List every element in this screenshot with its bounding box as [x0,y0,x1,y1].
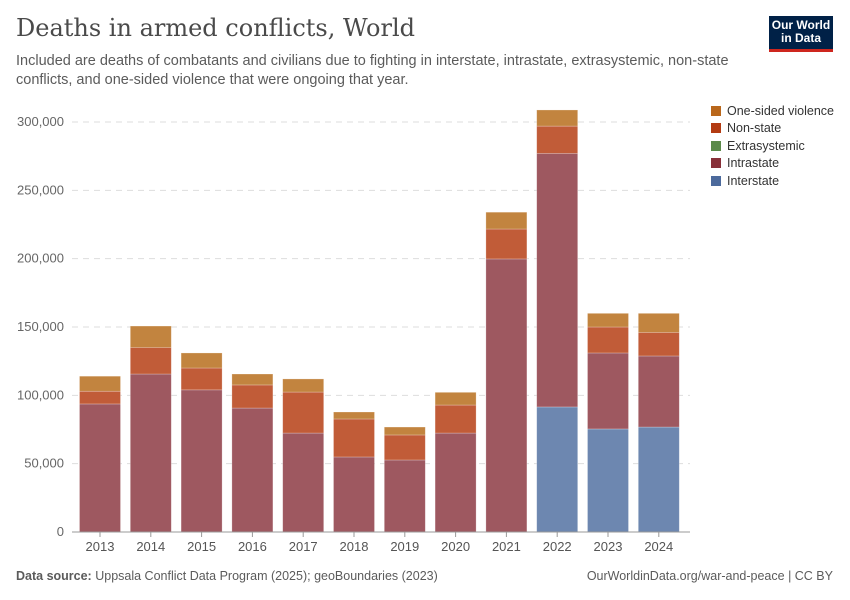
bar-segment-non-state[interactable] [485,228,528,260]
legend-label: Interstate [727,173,780,188]
bar-segment-intrastate[interactable] [434,432,477,533]
legend-swatch [711,158,721,169]
bar-segment-non-state[interactable] [637,332,680,357]
legend-item[interactable]: Extrasystemic [711,137,834,155]
bar-segment-intrastate[interactable] [79,403,121,533]
bar-segment-non-state[interactable] [282,391,325,434]
legend-label: One-sided violence [727,103,835,118]
y-tick-label: 200,000 [17,251,64,266]
y-tick-label: 50,000 [24,456,64,471]
source-text: Uppsala Conflict Data Program (2025); ge… [95,569,438,583]
data-source: Data source: Uppsala Conflict Data Progr… [16,569,438,583]
x-tick-label: 2016 [238,539,267,554]
bar-segment-one-sided-violence[interactable] [637,312,680,333]
legend-swatch [711,105,721,116]
bar-segment-intrastate[interactable] [485,258,528,533]
bar-segment-interstate[interactable] [536,406,579,533]
y-tick-label: 250,000 [17,182,64,197]
x-tick-label: 2013 [86,539,115,554]
legend-swatch [711,175,721,186]
source-label: Data source: [16,569,92,583]
bar-segment-interstate[interactable] [587,428,629,533]
bar-segment-non-state[interactable] [536,125,579,154]
bar-segment-intrastate[interactable] [282,432,325,533]
legend-item[interactable]: Intrastate [711,155,834,173]
legend-swatch [711,140,721,151]
bar-segment-non-state[interactable] [333,418,375,458]
bar-segment-one-sided-violence[interactable] [180,352,223,369]
legend-swatch [711,123,721,134]
bar-segment-intrastate[interactable] [536,153,579,408]
y-tick-label: 150,000 [17,319,64,334]
x-tick-label: 2019 [390,539,419,554]
x-tick-label: 2020 [441,539,470,554]
legend-item[interactable]: One-sided violence [711,102,834,120]
legend-item[interactable]: Interstate [711,172,834,190]
bar-segment-non-state[interactable] [180,367,223,391]
bar-segment-intrastate[interactable] [231,407,274,533]
bar-segment-intrastate[interactable] [333,456,375,533]
bar-segment-one-sided-violence[interactable] [129,325,172,348]
owid-logo[interactable]: Our World in Data [769,16,833,52]
bar-segment-non-state[interactable] [231,384,274,409]
bar-segment-one-sided-violence[interactable] [333,411,375,420]
x-tick-label: 2021 [492,539,521,554]
legend-label: Extrasystemic [727,138,805,153]
bar-segment-one-sided-violence[interactable] [231,373,274,386]
bar-segment-one-sided-violence[interactable] [383,426,426,436]
bar-segment-one-sided-violence[interactable] [485,211,528,230]
bar-segment-non-state[interactable] [383,434,426,461]
license-link[interactable]: OurWorldinData.org/war-and-peace | CC BY [586,569,833,583]
legend-label: Non-state [727,121,782,136]
bar-segment-non-state[interactable] [129,347,172,375]
x-tick-label: 2018 [340,539,369,554]
legend: One-sided violence Non-state Extrasystemic… [711,102,834,190]
bar-segment-one-sided-violence[interactable] [282,378,325,393]
chart-title: Deaths in armed conflicts, World [16,14,415,42]
bar-segment-intrastate[interactable] [180,389,223,533]
y-tick-label: 100,000 [17,387,64,402]
x-tick-label: 2023 [594,539,623,554]
y-tick-label: 0 [57,524,64,539]
x-tick-label: 2017 [289,539,318,554]
legend-label: Intrastate [727,156,780,171]
legend-item[interactable]: Non-state [711,120,834,138]
bar-segment-interstate[interactable] [637,426,680,533]
x-tick-label: 2024 [644,539,673,554]
chart-subtitle: Included are deaths of combatants and ci… [16,53,729,88]
bar-segment-intrastate[interactable] [129,373,172,533]
x-tick-label: 2014 [136,539,165,554]
bar-segment-intrastate[interactable] [587,352,629,430]
bar-segment-intrastate[interactable] [383,459,426,533]
bar-segment-intrastate[interactable] [637,355,680,428]
y-tick-label: 300,000 [17,114,64,129]
bar-segment-one-sided-violence[interactable] [434,391,477,406]
bar-segment-one-sided-violence[interactable] [79,375,121,392]
bar-segment-one-sided-violence[interactable] [587,312,629,328]
bar-segment-non-state[interactable] [434,404,477,434]
bar-segment-non-state[interactable] [79,390,121,405]
x-tick-label: 2022 [543,539,572,554]
bar-segment-one-sided-violence[interactable] [536,109,579,127]
x-tick-label: 2015 [187,539,216,554]
bar-segment-non-state[interactable] [587,326,629,354]
